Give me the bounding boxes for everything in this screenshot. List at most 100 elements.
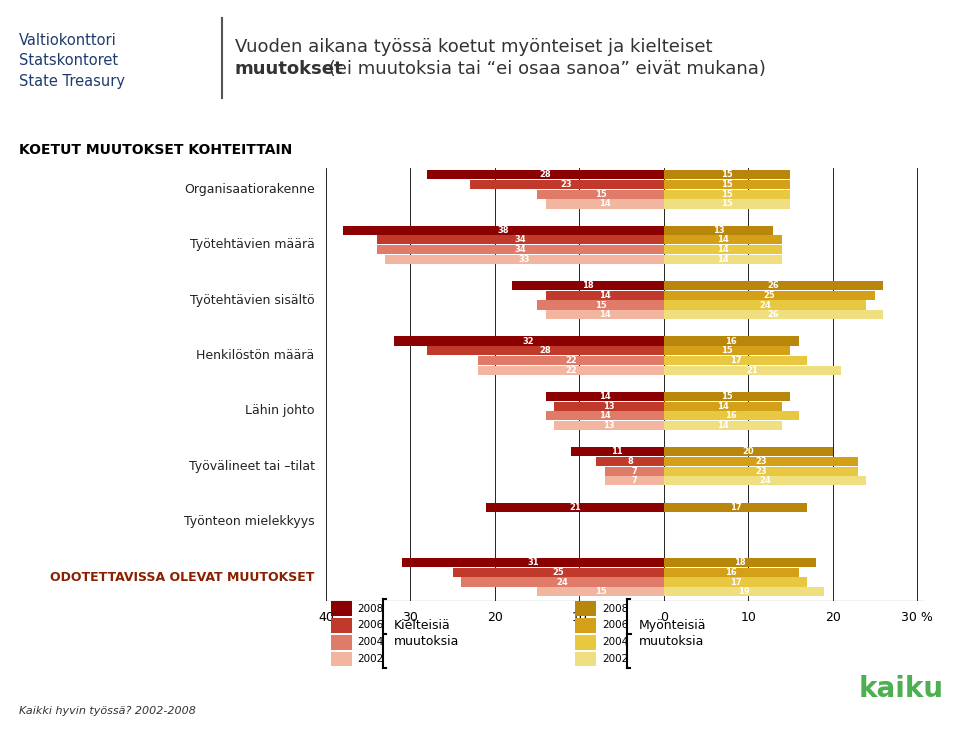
Text: 8: 8: [627, 457, 633, 466]
Text: 32: 32: [523, 337, 534, 346]
Text: 13: 13: [713, 226, 724, 235]
Text: 19: 19: [738, 588, 750, 596]
Text: 15: 15: [721, 171, 733, 179]
Text: 2002: 2002: [602, 654, 628, 664]
Text: Kielteisiä: Kielteisiä: [394, 619, 451, 631]
Bar: [546, 391, 664, 401]
Text: 23: 23: [755, 457, 766, 466]
Bar: [428, 171, 664, 179]
Bar: [512, 281, 664, 290]
Text: ODOTETTAVISSA OLEVAT MUUTOKSET: ODOTETTAVISSA OLEVAT MUUTOKSET: [50, 571, 315, 584]
Text: 7: 7: [631, 477, 637, 486]
Text: 22: 22: [565, 366, 576, 375]
Text: 24: 24: [556, 577, 569, 587]
Text: 13: 13: [603, 402, 615, 410]
Text: 14: 14: [717, 255, 729, 264]
Bar: [453, 568, 664, 577]
Text: 38: 38: [498, 226, 509, 235]
Bar: [554, 421, 664, 430]
Text: 14: 14: [717, 402, 729, 410]
Bar: [664, 421, 782, 430]
Bar: [664, 356, 807, 365]
Text: 2006: 2006: [358, 620, 384, 631]
Bar: [546, 199, 664, 208]
Bar: [664, 226, 774, 235]
Text: Organisaatiorakenne: Organisaatiorakenne: [184, 183, 315, 196]
Text: 14: 14: [717, 245, 729, 254]
Text: Työtehtävien määrä: Työtehtävien määrä: [190, 238, 315, 252]
Bar: [470, 180, 664, 189]
Text: 14: 14: [717, 421, 729, 430]
Bar: [664, 457, 858, 466]
Bar: [554, 402, 664, 410]
Text: 2002: 2002: [358, 654, 384, 664]
Text: 34: 34: [514, 235, 526, 244]
Text: 15: 15: [595, 300, 606, 310]
Text: 26: 26: [767, 311, 780, 319]
Text: muutoksia: muutoksia: [639, 635, 704, 647]
Text: Henkilöstön määrä: Henkilöstön määrä: [197, 349, 315, 362]
Text: 14: 14: [598, 311, 611, 319]
Bar: [478, 365, 664, 375]
Bar: [486, 502, 664, 512]
Text: 31: 31: [527, 558, 539, 567]
Text: 15: 15: [595, 190, 606, 199]
Text: 25: 25: [552, 568, 564, 577]
Text: 2006: 2006: [602, 620, 628, 631]
Bar: [664, 502, 807, 512]
Bar: [343, 226, 664, 235]
Bar: [664, 447, 832, 456]
Bar: [546, 411, 664, 421]
Bar: [664, 235, 782, 244]
Text: kaiku: kaiku: [858, 675, 944, 703]
Text: 7: 7: [631, 467, 637, 476]
Bar: [664, 190, 790, 199]
Bar: [664, 365, 841, 375]
Bar: [664, 281, 883, 290]
Text: 17: 17: [730, 577, 741, 587]
Text: 17: 17: [730, 356, 741, 365]
Bar: [461, 577, 664, 587]
Bar: [664, 587, 824, 596]
Text: Työnteon mielekkyys: Työnteon mielekkyys: [184, 515, 315, 529]
Text: 18: 18: [734, 558, 745, 567]
Text: Työtehtävien sisältö: Työtehtävien sisältö: [190, 294, 315, 307]
Text: 33: 33: [519, 255, 530, 264]
Text: 34: 34: [514, 245, 526, 254]
Bar: [664, 411, 799, 421]
Text: Lähin johto: Lähin johto: [246, 405, 315, 418]
Text: 14: 14: [717, 235, 729, 244]
Text: 23: 23: [561, 180, 573, 189]
Bar: [664, 476, 866, 486]
Text: 15: 15: [721, 392, 733, 401]
Bar: [664, 245, 782, 254]
Text: 15: 15: [721, 190, 733, 199]
Text: 20: 20: [742, 448, 754, 456]
Text: 16: 16: [725, 568, 737, 577]
Bar: [664, 391, 790, 401]
Text: 21: 21: [570, 503, 581, 512]
Bar: [664, 254, 782, 264]
Text: 15: 15: [721, 346, 733, 355]
Bar: [664, 568, 799, 577]
Text: 2004: 2004: [358, 637, 384, 647]
Text: 11: 11: [612, 448, 623, 456]
Bar: [664, 402, 782, 410]
Text: Vuoden aikana työssä koetut myönteiset ja kielteiset: Vuoden aikana työssä koetut myönteiset j…: [235, 39, 713, 56]
Text: 17: 17: [730, 503, 741, 512]
Text: 14: 14: [598, 392, 611, 401]
Bar: [478, 356, 664, 365]
Bar: [402, 558, 664, 567]
Bar: [664, 310, 883, 319]
Bar: [571, 447, 664, 456]
Text: 14: 14: [598, 200, 611, 208]
Text: 23: 23: [755, 467, 766, 476]
Bar: [664, 467, 858, 476]
Text: 26: 26: [767, 281, 780, 290]
Bar: [393, 336, 664, 346]
Text: 28: 28: [540, 171, 551, 179]
Text: 18: 18: [582, 281, 594, 290]
Text: 24: 24: [760, 477, 771, 486]
Bar: [664, 346, 790, 355]
Text: muutoksia: muutoksia: [394, 635, 459, 647]
